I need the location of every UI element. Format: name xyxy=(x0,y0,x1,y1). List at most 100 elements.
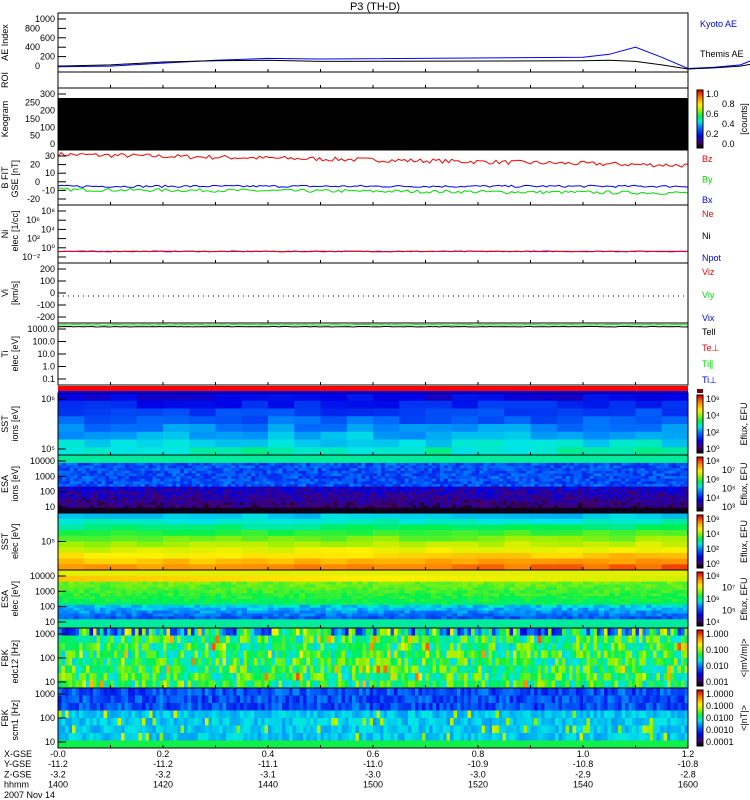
spectrogram-cell xyxy=(77,457,83,461)
spectrogram-cell xyxy=(58,470,63,474)
spectrogram-cell xyxy=(147,584,153,588)
spectrogram-cell xyxy=(184,584,190,588)
spectrogram-cell xyxy=(510,465,516,469)
spectrogram-cell xyxy=(613,470,618,474)
spectrogram-cell xyxy=(644,507,650,511)
spectrogram-cell xyxy=(463,507,468,511)
colorbar-segment xyxy=(697,111,703,114)
spectrogram-cell xyxy=(416,481,421,485)
spectrogram-cell xyxy=(534,481,539,485)
spectrogram-cell xyxy=(518,462,524,466)
spectrogram-cell xyxy=(168,604,174,609)
spectrogram-cell xyxy=(184,507,189,511)
spectrogram-cell xyxy=(219,505,224,509)
spectrogram-cell xyxy=(163,590,169,594)
spectrogram-cell xyxy=(325,494,331,498)
spectrogram-cell xyxy=(247,494,252,498)
spectrogram-cell xyxy=(89,572,96,577)
spectrogram-cell xyxy=(100,599,106,603)
spectrogram-cell xyxy=(121,497,126,501)
spectrogram-cell xyxy=(636,457,642,461)
spectrogram-cell xyxy=(325,465,331,469)
spectrogram-cell xyxy=(136,502,142,506)
spectrogram-cell xyxy=(420,457,425,461)
spectrogram-cell xyxy=(346,439,374,448)
spectrogram-cell xyxy=(420,494,425,498)
spectrogram-cell xyxy=(136,552,164,559)
spectrogram-cell xyxy=(310,470,315,474)
spectrogram-cell xyxy=(463,455,468,459)
spectrogram-cell xyxy=(243,505,248,509)
spectrogram-cell xyxy=(530,439,558,448)
spectrogram-cell xyxy=(684,484,689,488)
spectrogram-cell xyxy=(142,619,148,623)
colorbar-segment xyxy=(697,467,703,470)
spectrogram-cell xyxy=(526,494,531,498)
spectrogram-cell xyxy=(239,455,244,459)
spectrogram-cell xyxy=(195,473,201,477)
spectrogram-cell xyxy=(530,481,535,485)
spectrogram-cell xyxy=(502,486,508,490)
spectrogram-cell xyxy=(388,502,394,506)
spectrogram-cell xyxy=(94,613,101,617)
spectrogram-cell xyxy=(518,494,524,498)
spectrogram-cell xyxy=(231,499,236,503)
spectrogram-cell xyxy=(443,470,449,474)
spectrogram-cell xyxy=(357,505,362,509)
spectrogram-cell xyxy=(321,473,327,477)
spectrogram-cell xyxy=(361,484,366,488)
spectrogram-cell xyxy=(583,524,610,531)
spectrogram-cell xyxy=(337,499,342,503)
spectrogram-cell xyxy=(294,481,299,485)
spectrogram-cell xyxy=(439,484,445,488)
spectrogram-cell xyxy=(321,489,327,493)
spectrogram-cell xyxy=(475,481,480,485)
spectrogram-cell xyxy=(199,507,205,511)
spectrogram-cell xyxy=(569,499,575,503)
spectrogram-cell xyxy=(628,505,634,509)
spectrogram-cell xyxy=(194,622,201,626)
spectrogram-cell xyxy=(94,607,101,611)
spectrogram-cell xyxy=(239,470,244,474)
spectrogram-cell xyxy=(510,489,516,493)
spectrogram-cell xyxy=(184,462,189,466)
spectrogram-cell xyxy=(258,462,264,466)
spectrogram-cell xyxy=(84,547,111,554)
spectrogram-cell xyxy=(157,610,164,614)
spectrogram-cell xyxy=(617,491,622,495)
colorbar-segment xyxy=(697,526,703,529)
colorbar-segment xyxy=(697,520,703,523)
spectrogram-cell xyxy=(581,505,587,509)
spectrogram-cell xyxy=(163,584,169,588)
spectrogram-cell xyxy=(147,610,153,614)
spectrogram-cell xyxy=(593,505,598,509)
spectrogram-cell xyxy=(676,465,681,469)
spectrogram-cell xyxy=(320,530,348,537)
spectrogram-cell xyxy=(215,484,220,488)
spectrogram-cell xyxy=(345,476,350,480)
spectrogram-cell xyxy=(380,455,386,459)
spectrogram-cell xyxy=(593,497,598,501)
spectrogram-cell xyxy=(294,478,299,482)
spectrogram-cell xyxy=(420,499,425,503)
spectrogram-cell xyxy=(556,439,584,448)
spectrogram-cell xyxy=(428,510,433,514)
colorbar-segment xyxy=(697,474,703,477)
spectrogram-cell xyxy=(254,489,260,493)
spectrogram-cell xyxy=(459,460,464,464)
spectrogram-cell xyxy=(136,625,143,629)
spectrogram-cell xyxy=(365,507,370,511)
spectrogram-cell xyxy=(353,470,358,474)
spectrogram-cell xyxy=(357,468,362,472)
spectrogram-cell xyxy=(65,510,71,514)
spectrogram-cell xyxy=(290,510,295,514)
spectrogram-cell xyxy=(191,460,197,464)
spectrogram-cell xyxy=(459,478,464,482)
spectrogram-cell xyxy=(270,478,275,482)
spectrogram-cell xyxy=(140,502,146,506)
spectrogram-cell xyxy=(207,473,212,477)
spectrogram-cell xyxy=(65,473,71,477)
spectrogram-cell xyxy=(156,470,161,474)
spectrogram-cell xyxy=(184,494,189,498)
spectrogram-cell xyxy=(121,575,127,580)
